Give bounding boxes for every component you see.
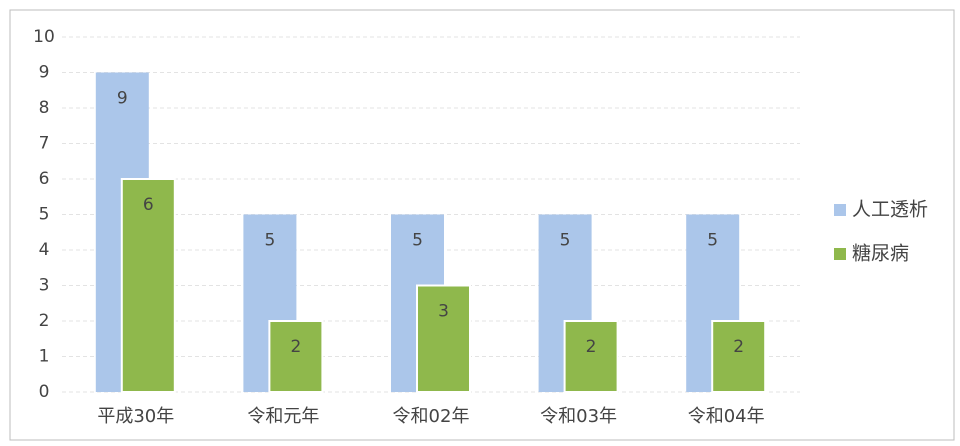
data-label: 5 <box>264 231 275 251</box>
bar <box>711 320 767 393</box>
x-tick-label: 令和02年 <box>393 406 470 427</box>
data-label: 2 <box>290 337 301 357</box>
y-tick-label: 7 <box>39 134 50 154</box>
data-label: 5 <box>707 231 718 251</box>
y-tick-label: 1 <box>39 347 50 367</box>
y-tick-label: 9 <box>39 63 50 83</box>
bar <box>120 178 176 393</box>
y-tick-label: 0 <box>39 382 50 402</box>
bar <box>416 284 471 393</box>
data-label: 6 <box>143 195 154 215</box>
y-tick-label: 6 <box>39 169 50 189</box>
data-label: 5 <box>412 231 423 251</box>
data-label: 2 <box>586 337 597 357</box>
legend-swatch <box>834 204 846 216</box>
y-tick-label: 4 <box>39 240 50 260</box>
y-tick-label: 8 <box>39 98 50 118</box>
y-tick-label: 2 <box>39 311 50 331</box>
data-label: 3 <box>438 302 449 322</box>
bar <box>268 320 324 393</box>
legend-label: 人工透析 <box>852 199 928 221</box>
x-tick-label: 平成30年 <box>97 406 174 427</box>
y-tick-label: 10 <box>33 27 55 47</box>
y-tick-label: 5 <box>39 205 50 225</box>
x-tick-label: 令和04年 <box>688 406 765 427</box>
bar <box>563 320 619 393</box>
x-tick-label: 令和元年 <box>247 406 319 427</box>
x-tick-label: 令和03年 <box>540 406 617 427</box>
data-label: 5 <box>560 231 571 251</box>
data-label: 2 <box>733 337 744 357</box>
data-label: 9 <box>117 89 128 109</box>
legend-label: 糖尿病 <box>852 243 909 265</box>
legend-swatch <box>834 248 846 260</box>
y-tick-label: 3 <box>39 276 50 296</box>
